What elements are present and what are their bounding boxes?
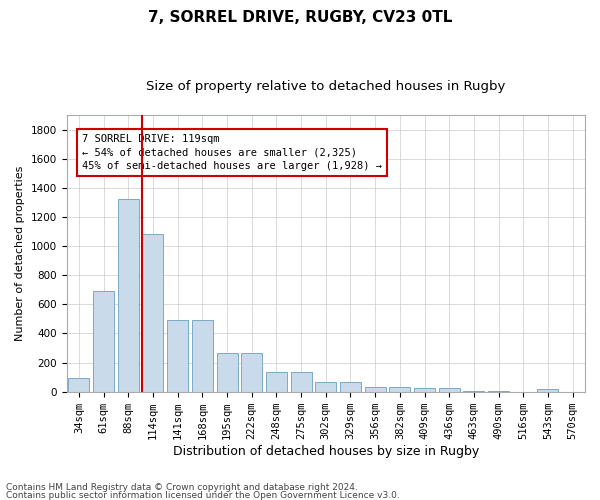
Bar (365, 388, 386, 392)
Bar (118, 198, 139, 392)
Text: Contains public sector information licensed under the Open Government Licence v3: Contains public sector information licen… (6, 490, 400, 500)
Bar (488, 391, 509, 392)
Bar (192, 320, 213, 392)
Bar (68, 378, 89, 392)
Bar (315, 382, 336, 392)
Bar (167, 320, 188, 392)
Bar (439, 388, 460, 392)
X-axis label: Distribution of detached houses by size in Rugby: Distribution of detached houses by size … (173, 444, 479, 458)
Bar (389, 388, 410, 392)
Text: Contains HM Land Registry data © Crown copyright and database right 2024.: Contains HM Land Registry data © Crown c… (6, 484, 358, 492)
Y-axis label: Number of detached properties: Number of detached properties (15, 166, 25, 341)
Bar (414, 388, 435, 392)
Bar (340, 382, 361, 392)
Bar (142, 234, 163, 392)
Bar (463, 391, 484, 392)
Bar (290, 372, 311, 392)
Bar (93, 290, 114, 392)
Text: 7 SORREL DRIVE: 119sqm
← 54% of detached houses are smaller (2,325)
45% of semi-: 7 SORREL DRIVE: 119sqm ← 54% of detached… (82, 134, 382, 171)
Bar (266, 372, 287, 392)
Text: 7, SORREL DRIVE, RUGBY, CV23 0TL: 7, SORREL DRIVE, RUGBY, CV23 0TL (148, 10, 452, 25)
Title: Size of property relative to detached houses in Rugby: Size of property relative to detached ho… (146, 80, 505, 93)
Bar (241, 353, 262, 392)
Bar (217, 353, 238, 392)
Bar (538, 389, 559, 392)
